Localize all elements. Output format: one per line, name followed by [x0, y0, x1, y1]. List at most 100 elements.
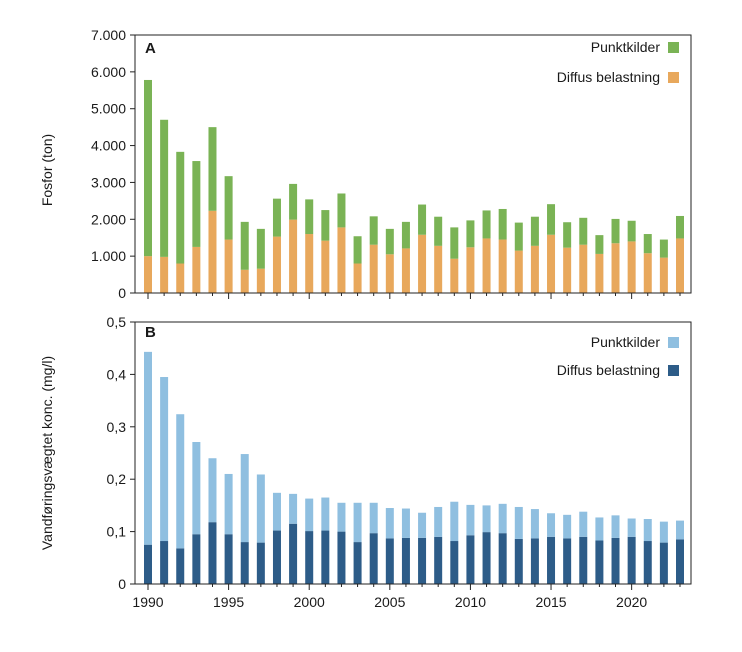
panel-a-bars — [144, 79, 684, 293]
panel-a-frame — [134, 34, 692, 294]
bar-b-diffus-1991 — [160, 541, 169, 584]
bar-a-diffus-1992 — [176, 263, 185, 293]
panel-b-legend: Punktkilder Diffus belastning — [557, 334, 679, 378]
legend-a-diffus-swatch — [668, 72, 679, 83]
bar-a-diffus-2003 — [353, 263, 362, 293]
bar-b-punktkilder-1993 — [192, 442, 201, 535]
bar-a-punktkilder-1992 — [176, 151, 185, 264]
bar-a-diffus-2022 — [659, 257, 668, 293]
bar-b-punktkilder-2011 — [482, 505, 491, 533]
bar-a-diffus-2015 — [547, 234, 556, 293]
bar-b-punktkilder-1998 — [272, 492, 281, 531]
bar-b-diffus-2003 — [353, 542, 362, 584]
legend-b-diffus-label: Diffus belastning — [557, 362, 660, 378]
bar-b-diffus-2013 — [514, 538, 523, 584]
panel-a: Fosfor (ton) A Punktkilder Diffus belast… — [39, 27, 692, 301]
bar-a-punktkilder-1998 — [272, 198, 281, 237]
panel-b-bars — [144, 351, 684, 584]
bar-b-diffus-1993 — [192, 534, 201, 584]
bar-b-diffus-2017 — [579, 536, 588, 584]
bar-a-diffus-2002 — [337, 227, 346, 293]
ytick-label: 6.000 — [91, 64, 126, 80]
bar-a-diffus-2021 — [643, 253, 652, 293]
bar-a-diffus-1998 — [272, 236, 281, 293]
bar-a-diffus-2018 — [595, 253, 604, 293]
bar-a-punktkilder-2021 — [643, 234, 652, 254]
ytick-label: 0,5 — [107, 314, 127, 330]
bar-b-punktkilder-2016 — [563, 514, 572, 539]
panel-b-letter: B — [145, 324, 156, 341]
bar-a-punktkilder-2006 — [401, 221, 410, 249]
bar-b-diffus-2010 — [466, 535, 475, 584]
panel-b-ylabel: Vandføringsvægtet konc. (mg/l) — [39, 356, 55, 550]
xtick-label: 2015 — [535, 594, 566, 610]
bar-b-diffus-2022 — [659, 542, 668, 584]
bar-b-punktkilder-2018 — [595, 517, 604, 541]
bar-a-punktkilder-2020 — [627, 220, 636, 242]
xtick-label: 2005 — [374, 594, 405, 610]
bar-b-diffus-2012 — [498, 533, 507, 584]
bar-b-punktkilder-1994 — [208, 458, 217, 523]
bar-a-diffus-1990 — [144, 256, 152, 293]
bar-b-punktkilder-1990 — [144, 351, 152, 545]
bar-b-diffus-2006 — [401, 537, 410, 584]
bar-a-punktkilder-2010 — [466, 220, 475, 248]
bar-a-diffus-1991 — [160, 256, 169, 293]
legend-a-punktkilder-swatch — [668, 42, 679, 53]
panel-b-frame — [134, 321, 692, 585]
bar-b-diffus-1992 — [176, 548, 185, 584]
bar-b-punktkilder-2008 — [434, 506, 443, 537]
bar-b-punktkilder-1996 — [240, 454, 249, 543]
bar-a-diffus-2010 — [466, 247, 475, 293]
bar-b-punktkilder-2009 — [450, 501, 459, 542]
bar-a-diffus-2011 — [482, 238, 491, 293]
ytick-label: 0,3 — [107, 419, 127, 435]
bar-b-punktkilder-1991 — [160, 377, 169, 542]
bar-b-punktkilder-2006 — [401, 508, 410, 538]
bar-a-punktkilder-2013 — [514, 222, 523, 251]
ytick-label: 5.000 — [91, 101, 126, 117]
ytick-label: 0,1 — [107, 524, 127, 540]
bar-a-punktkilder-1993 — [192, 161, 201, 247]
bar-a-diffus-2005 — [385, 254, 394, 293]
bar-b-punktkilder-2012 — [498, 503, 507, 534]
bar-b-diffus-2019 — [611, 537, 620, 584]
legend-b-punktkilder-swatch — [668, 337, 679, 348]
bar-a-diffus-2007 — [418, 234, 427, 293]
bar-a-diffus-2016 — [563, 247, 572, 293]
bar-b-punktkilder-2019 — [611, 515, 620, 538]
bar-a-punktkilder-2015 — [547, 204, 556, 235]
xtick-label: 1990 — [132, 594, 163, 610]
panel-a-y-axis: 0 1.000 2.000 3.000 4.000 5.000 6.000 7.000 — [91, 27, 135, 301]
legend-a-punktkilder-label: Punktkilder — [591, 39, 661, 55]
bar-b-diffus-2020 — [627, 536, 636, 584]
bar-b-diffus-1996 — [240, 542, 249, 584]
xtick-label: 2000 — [294, 594, 325, 610]
legend-b-punktkilder-label: Punktkilder — [591, 334, 661, 350]
bar-b-punktkilder-2010 — [466, 504, 475, 536]
panel-b-y-axis: 0 0,1 0,2 0,3 0,4 0,5 — [107, 314, 135, 592]
bar-b-punktkilder-2004 — [369, 502, 378, 534]
bar-a-punktkilder-2001 — [321, 210, 330, 241]
bar-a-punktkilder-1996 — [240, 221, 249, 270]
bar-a-punktkilder-2003 — [353, 236, 362, 264]
bar-a-punktkilder-2007 — [418, 204, 427, 235]
bar-b-diffus-1995 — [224, 534, 233, 584]
bar-b-diffus-2023 — [676, 539, 684, 584]
xtick-label: 2010 — [455, 594, 486, 610]
bar-b-diffus-2004 — [369, 533, 378, 584]
bar-a-diffus-2020 — [627, 241, 636, 293]
bar-a-punktkilder-2005 — [385, 228, 394, 255]
bar-a-punktkilder-2009 — [450, 227, 459, 259]
ytick-label: 7.000 — [91, 27, 126, 43]
bar-b-diffus-2014 — [530, 538, 539, 584]
ytick-label: 0,4 — [107, 366, 127, 382]
bar-a-punktkilder-2002 — [337, 193, 346, 228]
bar-b-diffus-1990 — [144, 544, 152, 584]
bar-b-punktkilder-2007 — [418, 512, 427, 538]
bar-a-diffus-2017 — [579, 244, 588, 293]
bar-a-punktkilder-2011 — [482, 210, 491, 239]
bar-b-diffus-2007 — [418, 537, 427, 584]
bar-b-punktkilder-2017 — [579, 511, 588, 537]
bar-a-punktkilder-1995 — [224, 176, 233, 240]
